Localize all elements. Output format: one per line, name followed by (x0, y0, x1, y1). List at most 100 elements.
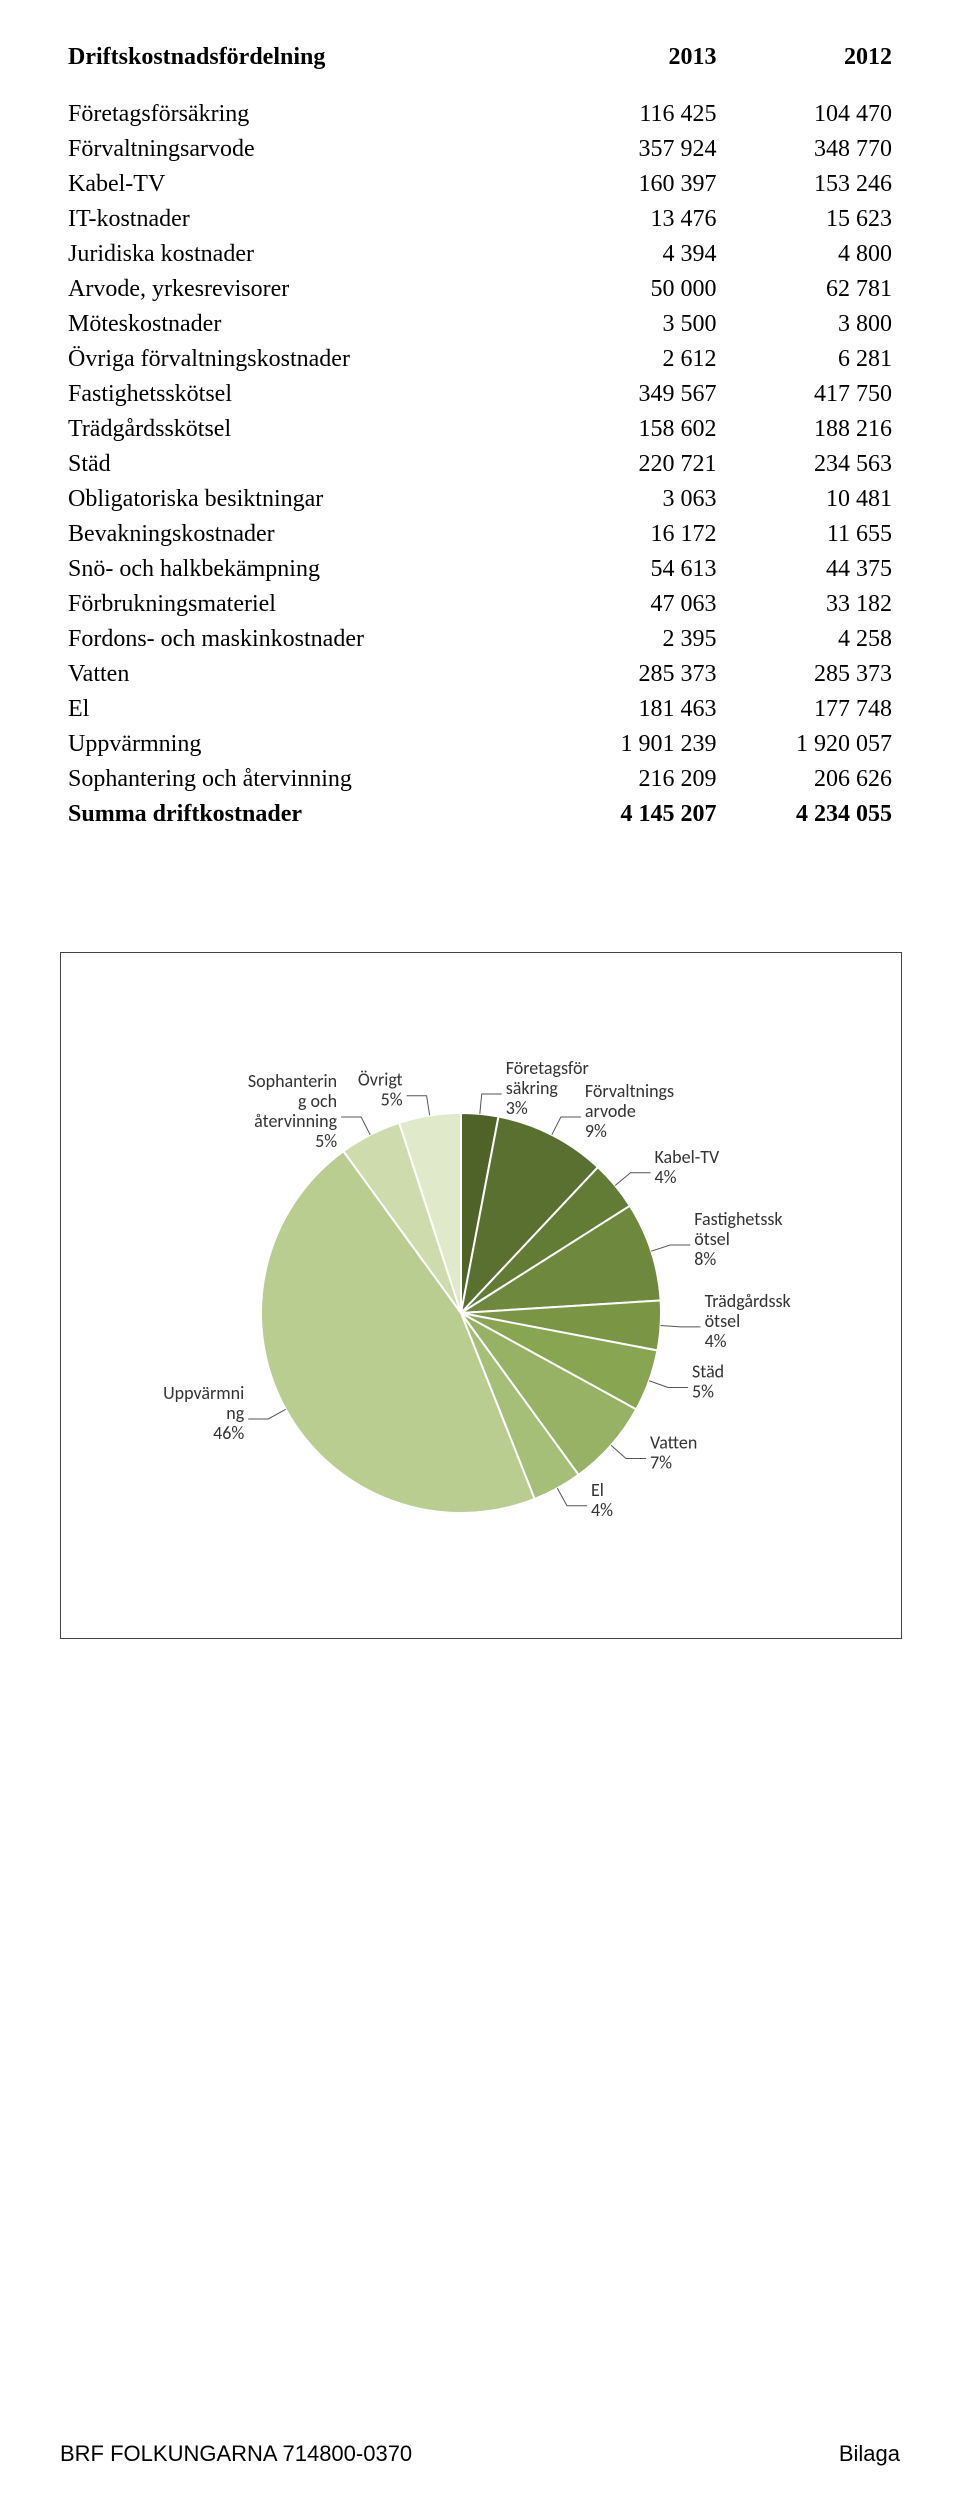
footer-left: BRF FOLKUNGARNA 714800-0370 (60, 2441, 412, 2467)
row-value-prev: 417 750 (724, 377, 900, 412)
sum-row: Summa driftkostnader 4 145 207 4 234 055 (60, 797, 900, 832)
table-row: Förbrukningsmateriel47 06333 182 (60, 587, 900, 622)
row-value-current: 116 425 (549, 97, 725, 132)
pie-label: Städ5% (692, 1361, 724, 1403)
row-value-current: 13 476 (549, 202, 725, 237)
pie-label: Fastighetsskötsel8% (694, 1208, 782, 1270)
table-row: Uppvärmning1 901 2391 920 057 (60, 727, 900, 762)
pie-leader (649, 1381, 688, 1388)
row-label: IT-kostnader (60, 202, 549, 237)
row-value-prev: 177 748 (724, 692, 900, 727)
table-row: Trädgårdsskötsel158 602188 216 (60, 412, 900, 447)
row-label: Fordons- och maskinkostnader (60, 622, 549, 657)
pie-label: Övrigt5% (358, 1069, 403, 1111)
pie-leader (480, 1094, 502, 1114)
row-value-prev: 285 373 (724, 657, 900, 692)
sum-v2: 4 234 055 (724, 797, 900, 832)
row-value-prev: 153 246 (724, 167, 900, 202)
row-value-prev: 44 375 (724, 552, 900, 587)
row-value-prev: 3 800 (724, 307, 900, 342)
row-value-current: 216 209 (549, 762, 725, 797)
table-row: Sophantering och återvinning216 209206 6… (60, 762, 900, 797)
row-value-current: 1 901 239 (549, 727, 725, 762)
row-value-prev: 4 258 (724, 622, 900, 657)
pie-leader (615, 1173, 650, 1186)
cost-table: Driftskostnadsfördelning 2013 2012 Föret… (60, 40, 900, 832)
table-row: Kabel-TV160 397153 246 (60, 167, 900, 202)
row-label: Sophantering och återvinning (60, 762, 549, 797)
pie-leader (248, 1409, 286, 1419)
row-value-current: 181 463 (549, 692, 725, 727)
table-row: IT-kostnader13 47615 623 (60, 202, 900, 237)
row-label: Obligatoriska besiktningar (60, 482, 549, 517)
row-value-current: 16 172 (549, 517, 725, 552)
row-value-prev: 188 216 (724, 412, 900, 447)
row-label: Snö- och halkbekämpning (60, 552, 549, 587)
row-label: Trädgårdsskötsel (60, 412, 549, 447)
pie-label: Sophantering ochåtervinning5% (248, 1070, 338, 1152)
row-value-current: 349 567 (549, 377, 725, 412)
row-value-prev: 62 781 (724, 272, 900, 307)
row-value-prev: 11 655 (724, 517, 900, 552)
pie-leader (552, 1117, 581, 1135)
col-year-prev: 2012 (724, 40, 900, 75)
row-label: Juridiska kostnader (60, 237, 549, 272)
table-row: Företagsförsäkring116 425104 470 (60, 97, 900, 132)
row-value-prev: 4 800 (724, 237, 900, 272)
row-value-current: 4 394 (549, 237, 725, 272)
row-value-current: 50 000 (549, 272, 725, 307)
pie-label: Företagsförsäkring3% (506, 1057, 589, 1119)
row-value-prev: 15 623 (724, 202, 900, 237)
row-value-current: 357 924 (549, 132, 725, 167)
row-label: Företagsförsäkring (60, 97, 549, 132)
row-label: Bevakningskostnader (60, 517, 549, 552)
pie-leader (611, 1445, 646, 1458)
row-value-prev: 33 182 (724, 587, 900, 622)
pie-label: Uppvärmning46% (163, 1382, 245, 1444)
table-row: Fordons- och maskinkostnader2 3954 258 (60, 622, 900, 657)
pie-leader (661, 1326, 701, 1327)
row-value-prev: 234 563 (724, 447, 900, 482)
table-row: Fastighetsskötsel349 567417 750 (60, 377, 900, 412)
table-row: Vatten285 373285 373 (60, 657, 900, 692)
pie-chart: Företagsförsäkring3%Förvaltningsarvode9%… (81, 973, 841, 1613)
row-value-current: 3 063 (549, 482, 725, 517)
table-row: El181 463177 748 (60, 692, 900, 727)
table-row: Förvaltningsarvode357 924348 770 (60, 132, 900, 167)
table-row: Obligatoriska besiktningar3 06310 481 (60, 482, 900, 517)
row-value-current: 54 613 (549, 552, 725, 587)
row-value-prev: 104 470 (724, 97, 900, 132)
row-value-current: 2 612 (549, 342, 725, 377)
footer: BRF FOLKUNGARNA 714800-0370 Bilaga (60, 2441, 900, 2467)
row-value-current: 285 373 (549, 657, 725, 692)
col-year-current: 2013 (549, 40, 725, 75)
row-label: El (60, 692, 549, 727)
row-value-current: 220 721 (549, 447, 725, 482)
row-value-current: 47 063 (549, 587, 725, 622)
row-value-current: 158 602 (549, 412, 725, 447)
row-value-prev: 206 626 (724, 762, 900, 797)
row-label: Möteskostnader (60, 307, 549, 342)
footer-right: Bilaga (839, 2441, 900, 2467)
row-value-prev: 1 920 057 (724, 727, 900, 762)
row-label: Städ (60, 447, 549, 482)
table-row: Städ220 721234 563 (60, 447, 900, 482)
table-row: Övriga förvaltningskostnader2 6126 281 (60, 342, 900, 377)
row-label: Övriga förvaltningskostnader (60, 342, 549, 377)
table-row: Arvode, yrkesrevisorer50 00062 781 (60, 272, 900, 307)
pie-chart-frame: Företagsförsäkring3%Förvaltningsarvode9%… (60, 952, 902, 1639)
row-value-prev: 6 281 (724, 342, 900, 377)
table-title: Driftskostnadsfördelning (60, 40, 549, 75)
row-label: Vatten (60, 657, 549, 692)
table-row: Juridiska kostnader4 3944 800 (60, 237, 900, 272)
table-row: Snö- och halkbekämpning54 61344 375 (60, 552, 900, 587)
row-label: Förbrukningsmateriel (60, 587, 549, 622)
sum-v1: 4 145 207 (549, 797, 725, 832)
sum-label: Summa driftkostnader (60, 797, 549, 832)
pie-leader (651, 1245, 690, 1251)
pie-leader (341, 1117, 370, 1135)
row-value-prev: 10 481 (724, 482, 900, 517)
row-label: Fastighetsskötsel (60, 377, 549, 412)
pie-label: Vatten7% (650, 1431, 697, 1473)
pie-label: Förvaltningsarvode9% (585, 1080, 674, 1142)
